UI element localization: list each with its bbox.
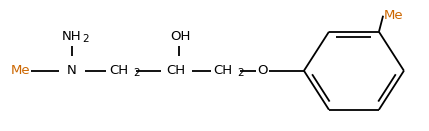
Text: 2: 2 (82, 34, 89, 44)
Text: N: N (67, 64, 77, 77)
Text: CH: CH (110, 64, 129, 77)
Text: Me: Me (11, 64, 30, 77)
Text: O: O (257, 64, 268, 77)
Text: NH: NH (62, 30, 82, 43)
Text: OH: OH (170, 30, 190, 43)
Text: 2: 2 (237, 68, 244, 78)
Text: Me: Me (384, 9, 404, 22)
Text: 2: 2 (133, 68, 140, 78)
Text: CH: CH (214, 64, 233, 77)
Text: CH: CH (166, 64, 185, 77)
